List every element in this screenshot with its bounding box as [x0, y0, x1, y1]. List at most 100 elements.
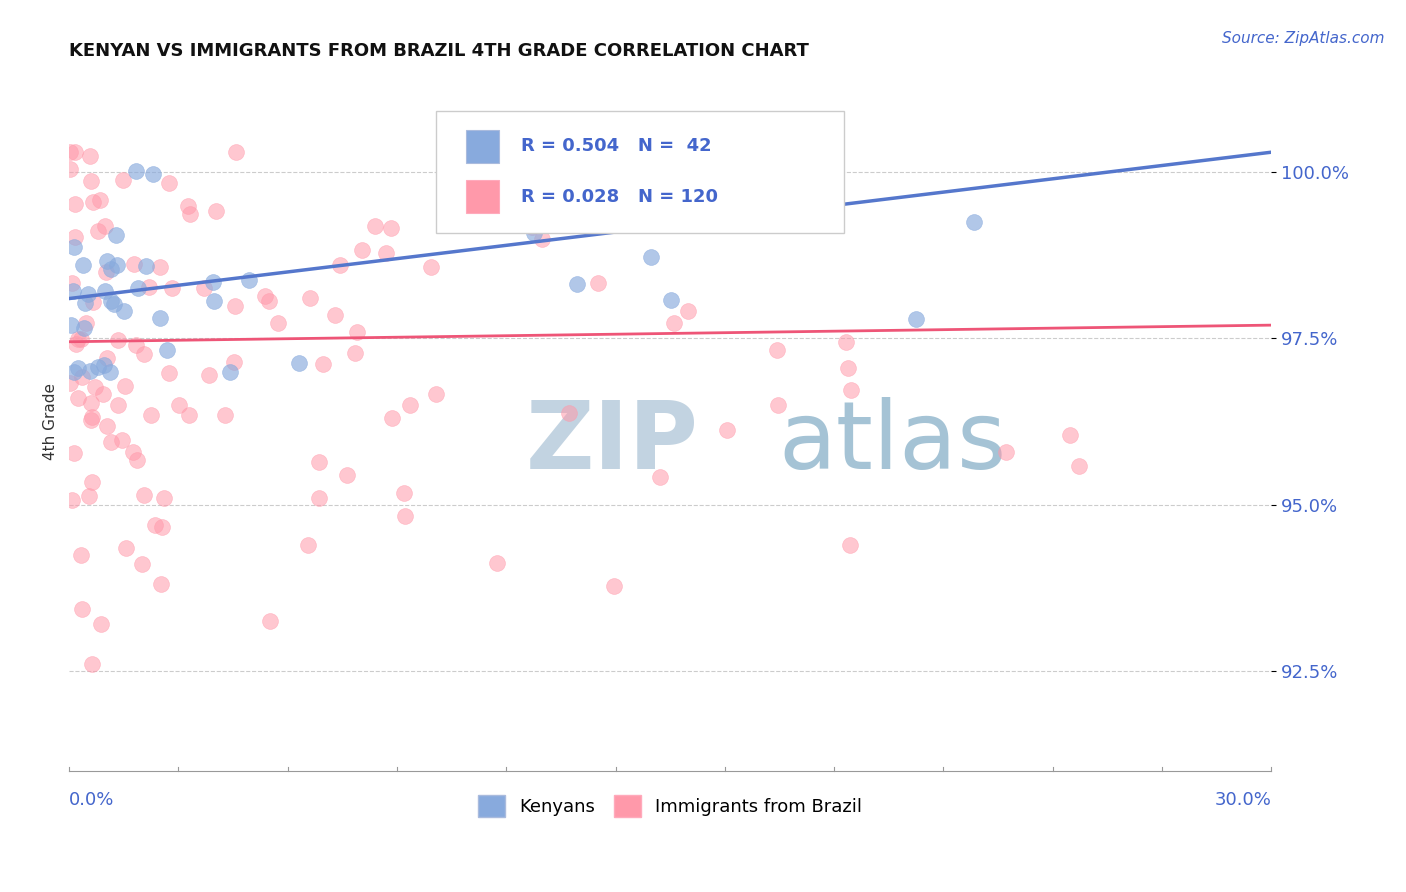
Point — [143, 517, 166, 532]
Point — [963, 215, 986, 229]
Point — [202, 293, 225, 308]
Point — [225, 145, 247, 160]
Point — [219, 365, 242, 379]
Text: ZIP: ZIP — [526, 397, 699, 489]
Point — [134, 346, 156, 360]
Point — [344, 346, 367, 360]
Point — [65, 337, 87, 351]
Point — [224, 355, 246, 369]
Point — [420, 260, 443, 275]
Point — [82, 195, 104, 210]
Point — [522, 219, 544, 234]
Point — [308, 455, 330, 469]
Point — [79, 149, 101, 163]
Point — [63, 446, 86, 460]
FancyBboxPatch shape — [436, 111, 845, 233]
Point — [62, 284, 84, 298]
Point — [66, 360, 89, 375]
Point — [205, 204, 228, 219]
Point — [311, 357, 333, 371]
Point — [112, 304, 135, 318]
Point — [80, 409, 103, 424]
Point — [59, 318, 82, 332]
Point — [60, 492, 83, 507]
Point — [399, 398, 422, 412]
Point — [740, 177, 762, 191]
Point — [259, 614, 281, 628]
Point — [80, 657, 103, 672]
Point — [380, 221, 402, 235]
Text: 30.0%: 30.0% — [1215, 790, 1271, 809]
Point — [124, 257, 146, 271]
Point — [491, 156, 513, 170]
Point — [160, 280, 183, 294]
Point — [394, 486, 416, 500]
Point — [100, 294, 122, 309]
Point — [572, 141, 595, 155]
Text: R = 0.504   N =  42: R = 0.504 N = 42 — [522, 137, 711, 155]
Point — [350, 243, 373, 257]
Point — [94, 284, 117, 298]
Point — [682, 203, 704, 218]
Point — [640, 186, 662, 201]
Point — [308, 491, 330, 506]
Point — [661, 150, 683, 164]
Point — [72, 369, 94, 384]
Point — [90, 617, 112, 632]
Text: 0.0%: 0.0% — [69, 790, 115, 809]
Point — [650, 469, 672, 483]
Point — [62, 239, 84, 253]
Point — [839, 538, 862, 552]
Point — [157, 366, 180, 380]
Point — [93, 387, 115, 401]
Point — [381, 411, 404, 425]
Point — [96, 418, 118, 433]
Point — [67, 391, 90, 405]
Point — [125, 337, 148, 351]
Point — [994, 445, 1017, 459]
Text: R = 0.028   N = 120: R = 0.028 N = 120 — [522, 187, 718, 206]
Point — [63, 365, 86, 379]
Point — [394, 509, 416, 524]
Point — [463, 202, 485, 216]
Point — [558, 406, 581, 420]
Point — [135, 259, 157, 273]
Point — [75, 316, 97, 330]
Point — [96, 351, 118, 366]
Y-axis label: 4th Grade: 4th Grade — [44, 383, 58, 460]
Point — [716, 423, 738, 437]
Point — [124, 163, 146, 178]
Point — [70, 602, 93, 616]
Point — [115, 541, 138, 555]
Point — [259, 294, 281, 309]
Point — [70, 332, 93, 346]
Point — [82, 295, 104, 310]
Point — [153, 491, 176, 505]
Point — [835, 334, 858, 349]
Point — [127, 281, 149, 295]
Point — [63, 230, 86, 244]
Point — [364, 219, 387, 233]
Point — [138, 279, 160, 293]
Point — [530, 232, 553, 246]
Point — [110, 433, 132, 447]
Point — [59, 145, 82, 160]
Point — [555, 205, 578, 219]
Point — [94, 265, 117, 279]
Point — [214, 408, 236, 422]
Text: Source: ZipAtlas.com: Source: ZipAtlas.com — [1222, 31, 1385, 46]
Point — [672, 188, 695, 202]
Point — [156, 343, 179, 357]
Point — [73, 296, 96, 310]
Point — [94, 219, 117, 233]
Point — [77, 489, 100, 503]
Point — [122, 444, 145, 458]
Point — [89, 194, 111, 208]
Point — [80, 413, 103, 427]
Point — [179, 207, 201, 221]
Point — [177, 198, 200, 212]
Point — [662, 316, 685, 330]
Point — [59, 162, 82, 177]
Point — [425, 386, 447, 401]
Point — [100, 434, 122, 449]
